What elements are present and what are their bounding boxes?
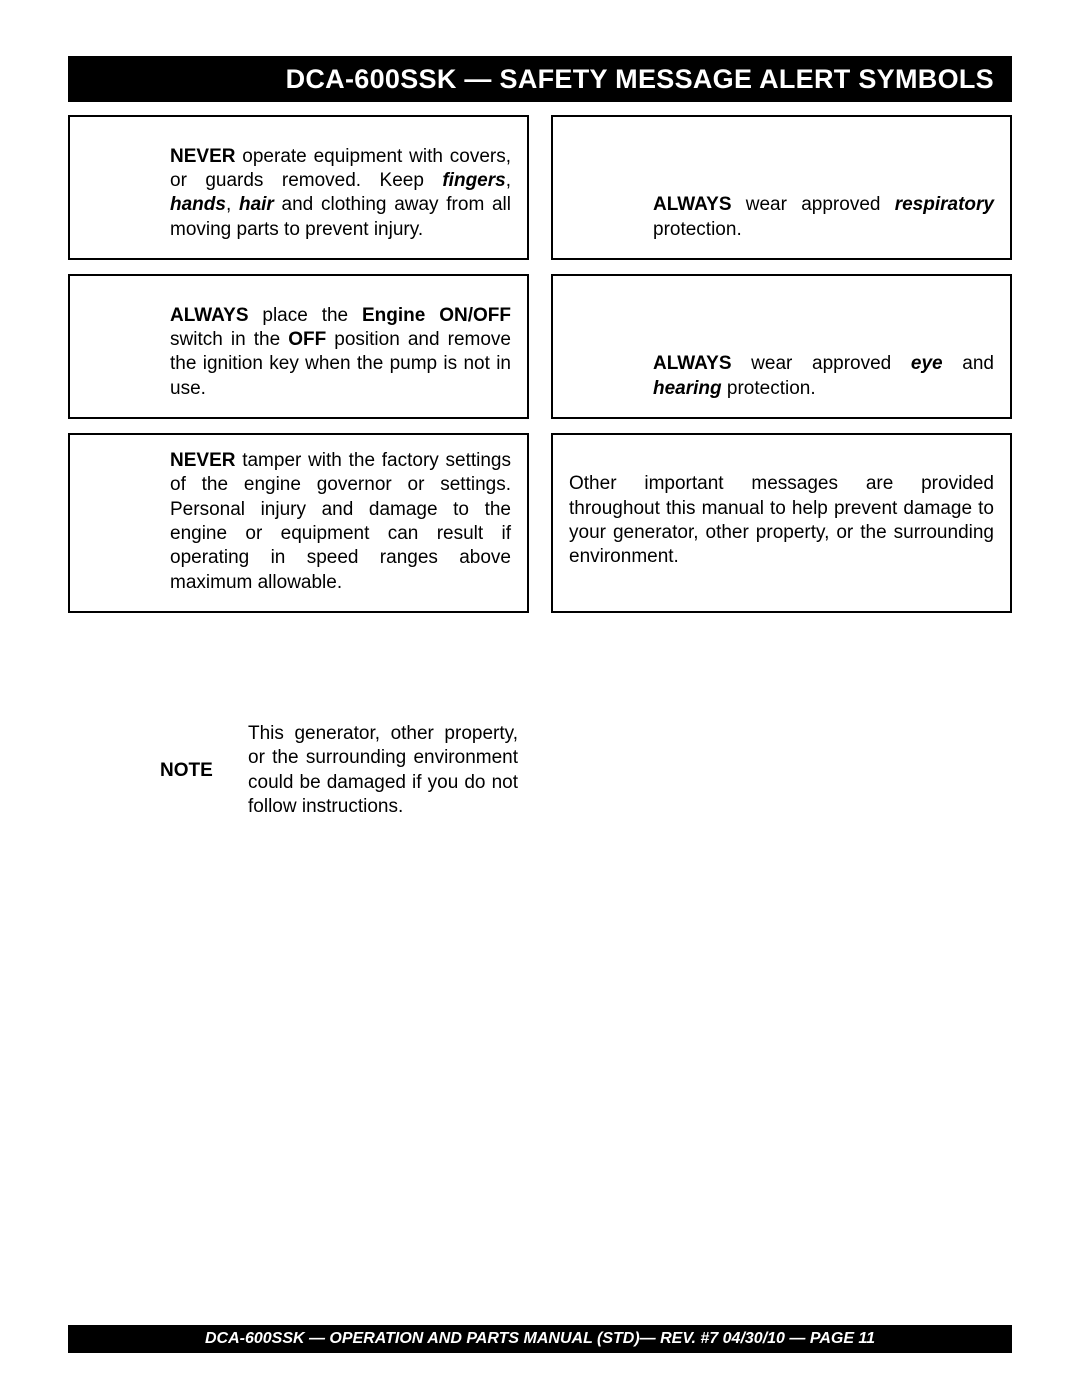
right-column: ALWAYS wear approved respiratory protect… <box>551 115 1012 819</box>
safety-box-engine-switch: ALWAYS place the Engine ON/OFF switch in… <box>68 274 529 419</box>
header-bar: DCA-600SSK — SAFETY MESSAGE ALERT SYMBOL… <box>68 56 1012 102</box>
content-area: NEVER operate equipment with covers, or … <box>68 115 1012 819</box>
safety-text: NEVER tamper with the factory settings o… <box>86 449 511 595</box>
footer-bar: DCA-600SSK — OPERATION AND PARTS MANUAL … <box>68 1325 1012 1353</box>
safety-text: ALWAYS place the Engine ON/OFF switch in… <box>86 304 511 401</box>
safety-box-covers: NEVER operate equipment with covers, or … <box>68 115 529 260</box>
safety-box-eye-hearing: ALWAYS wear approved eye and hearing pro… <box>551 274 1012 419</box>
safety-text: ALWAYS wear approved respiratory protect… <box>569 193 994 242</box>
safety-box-governor: NEVER tamper with the factory settings o… <box>68 433 529 613</box>
safety-box-respiratory: ALWAYS wear approved respiratory protect… <box>551 115 1012 260</box>
safety-box-other-messages: Other important messages are provided th… <box>551 433 1012 613</box>
safety-text: Other important messages are provided th… <box>569 472 994 569</box>
note-row: NOTE This generator, other property, or … <box>68 722 529 819</box>
safety-text: ALWAYS wear approved eye and hearing pro… <box>569 352 994 401</box>
header-title: DCA-600SSK — SAFETY MESSAGE ALERT SYMBOL… <box>286 64 994 95</box>
footer-text: DCA-600SSK — OPERATION AND PARTS MANUAL … <box>205 1330 875 1348</box>
note-label: NOTE <box>160 760 220 782</box>
left-column: NEVER operate equipment with covers, or … <box>68 115 529 819</box>
safety-text: NEVER operate equipment with covers, or … <box>86 145 511 242</box>
note-text: This generator, other property, or the s… <box>248 722 518 819</box>
columns: NEVER operate equipment with covers, or … <box>68 115 1012 819</box>
